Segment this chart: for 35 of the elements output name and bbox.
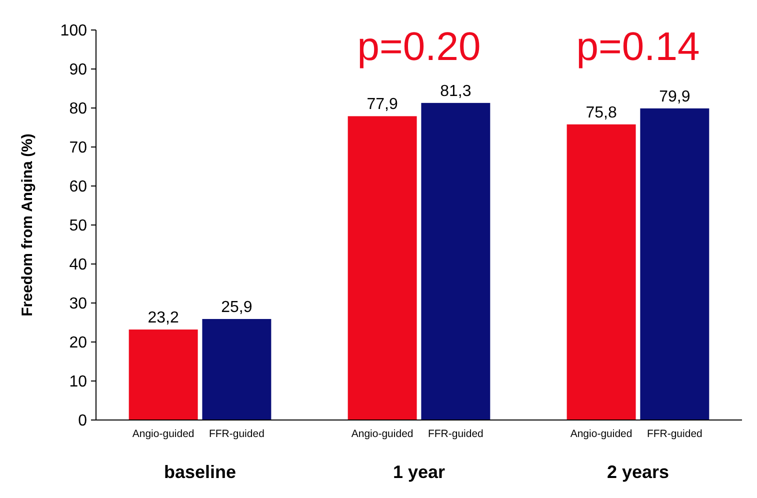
text: Angio-guided xyxy=(570,428,632,440)
x-tick-label: baseline xyxy=(164,462,236,482)
y-tick-label: 80 xyxy=(69,100,88,118)
data-label: 25,9 xyxy=(221,298,252,316)
y-tick-label: 60 xyxy=(69,178,88,196)
x-tick-label: 2 years xyxy=(606,462,670,482)
bar xyxy=(202,318,272,420)
y-tick-label: 100 xyxy=(60,22,88,40)
annotation: p=0.14 xyxy=(576,25,700,69)
series-label: Angio-guided xyxy=(132,428,194,440)
data-label: 81,3 xyxy=(440,82,472,100)
data-label: 75,8 xyxy=(586,104,617,122)
y-tick-label: 30 xyxy=(69,296,88,313)
y-tick-label: 40 xyxy=(69,256,88,274)
y-tick-label: 0 xyxy=(78,412,88,430)
annotation: p=0.20 xyxy=(357,25,481,69)
series-label: FFR-guided xyxy=(208,428,265,440)
y-tick-label: 90 xyxy=(69,62,88,79)
y-tick-label: 20 xyxy=(69,334,88,352)
y-tick-label: 50 xyxy=(69,218,88,235)
data-label: 77,9 xyxy=(366,96,398,114)
bar xyxy=(128,330,198,420)
y-axis-title: Freedom from Angina (%) xyxy=(19,134,36,316)
text: FFR-guided xyxy=(428,428,484,440)
data-label: 79,9 xyxy=(659,88,690,106)
text: Angio-guided xyxy=(351,428,414,440)
y-tick-label: 10 xyxy=(69,374,88,391)
bar xyxy=(640,108,710,420)
x-tick-label: 1 year xyxy=(392,462,446,482)
text: FFR-guided xyxy=(646,428,702,440)
y-tick-label: 70 xyxy=(69,140,88,157)
bar xyxy=(421,102,490,420)
bar xyxy=(348,116,417,420)
bar xyxy=(566,124,636,420)
data-label: 23,2 xyxy=(148,310,180,327)
